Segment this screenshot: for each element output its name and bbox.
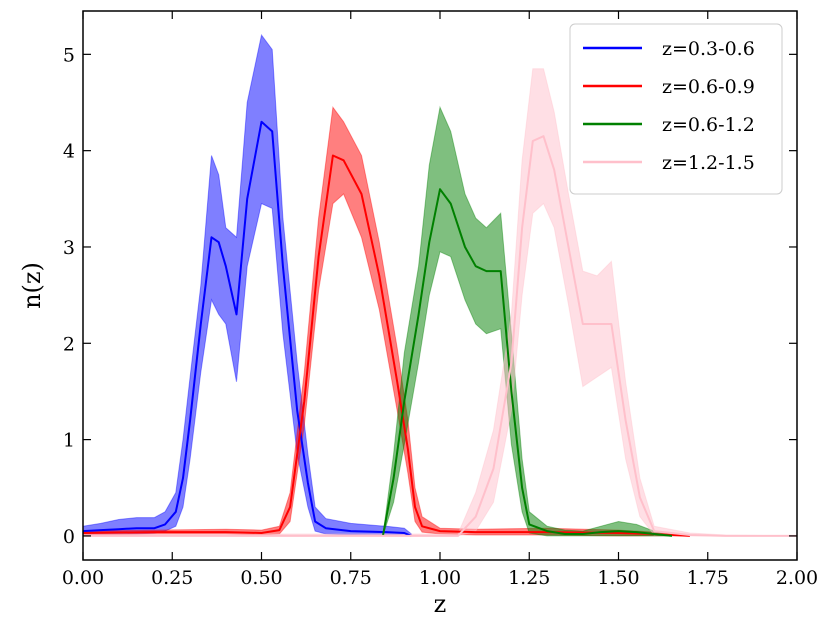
x-tick-label: 1.25 bbox=[508, 567, 550, 589]
y-tick-label: 1 bbox=[63, 430, 75, 452]
line-series-2 bbox=[82, 154, 690, 537]
x-tick-label: 0.50 bbox=[240, 567, 282, 589]
x-tick-label: 0.75 bbox=[330, 567, 372, 589]
legend-entry: z=0.6-0.9 bbox=[662, 76, 755, 98]
legend-box bbox=[569, 23, 783, 195]
series-lines bbox=[82, 120, 797, 537]
x-axis-label: z bbox=[434, 590, 447, 618]
x-tick-label: 1.75 bbox=[687, 567, 729, 589]
y-axis-label: n(z) bbox=[18, 262, 46, 309]
band-series-1 bbox=[82, 33, 412, 537]
y-tick-label: 4 bbox=[63, 141, 75, 163]
legend-entry: z=0.3-0.6 bbox=[662, 38, 755, 60]
x-tick-label: 2.00 bbox=[776, 567, 818, 589]
y-tick-label: 2 bbox=[63, 333, 75, 355]
legend: z=0.3-0.6 z=0.6-0.9 z=0.6-1.2 z=1.2-1.5 bbox=[569, 23, 783, 195]
y-tick-label: 0 bbox=[63, 526, 75, 548]
line-series-3 bbox=[381, 188, 673, 537]
legend-entry: z=0.6-1.2 bbox=[662, 114, 755, 136]
x-tick-label: 1.50 bbox=[597, 567, 639, 589]
x-tick-label: 1.00 bbox=[419, 567, 461, 589]
x-tick-label: 0.25 bbox=[151, 567, 193, 589]
y-tick-label: 3 bbox=[63, 237, 75, 259]
line-series-4 bbox=[83, 135, 797, 537]
axis-ticks: 0.00 0.25 0.50 0.75 1.00 1.25 1.50 1.75 2.00 0 1 2 3… bbox=[62, 11, 818, 589]
line-series-1 bbox=[82, 120, 412, 537]
y-tick-label: 5 bbox=[63, 44, 75, 66]
legend-entry: z=1.2-1.5 bbox=[662, 152, 755, 174]
x-tick-label: 0.00 bbox=[62, 567, 104, 589]
